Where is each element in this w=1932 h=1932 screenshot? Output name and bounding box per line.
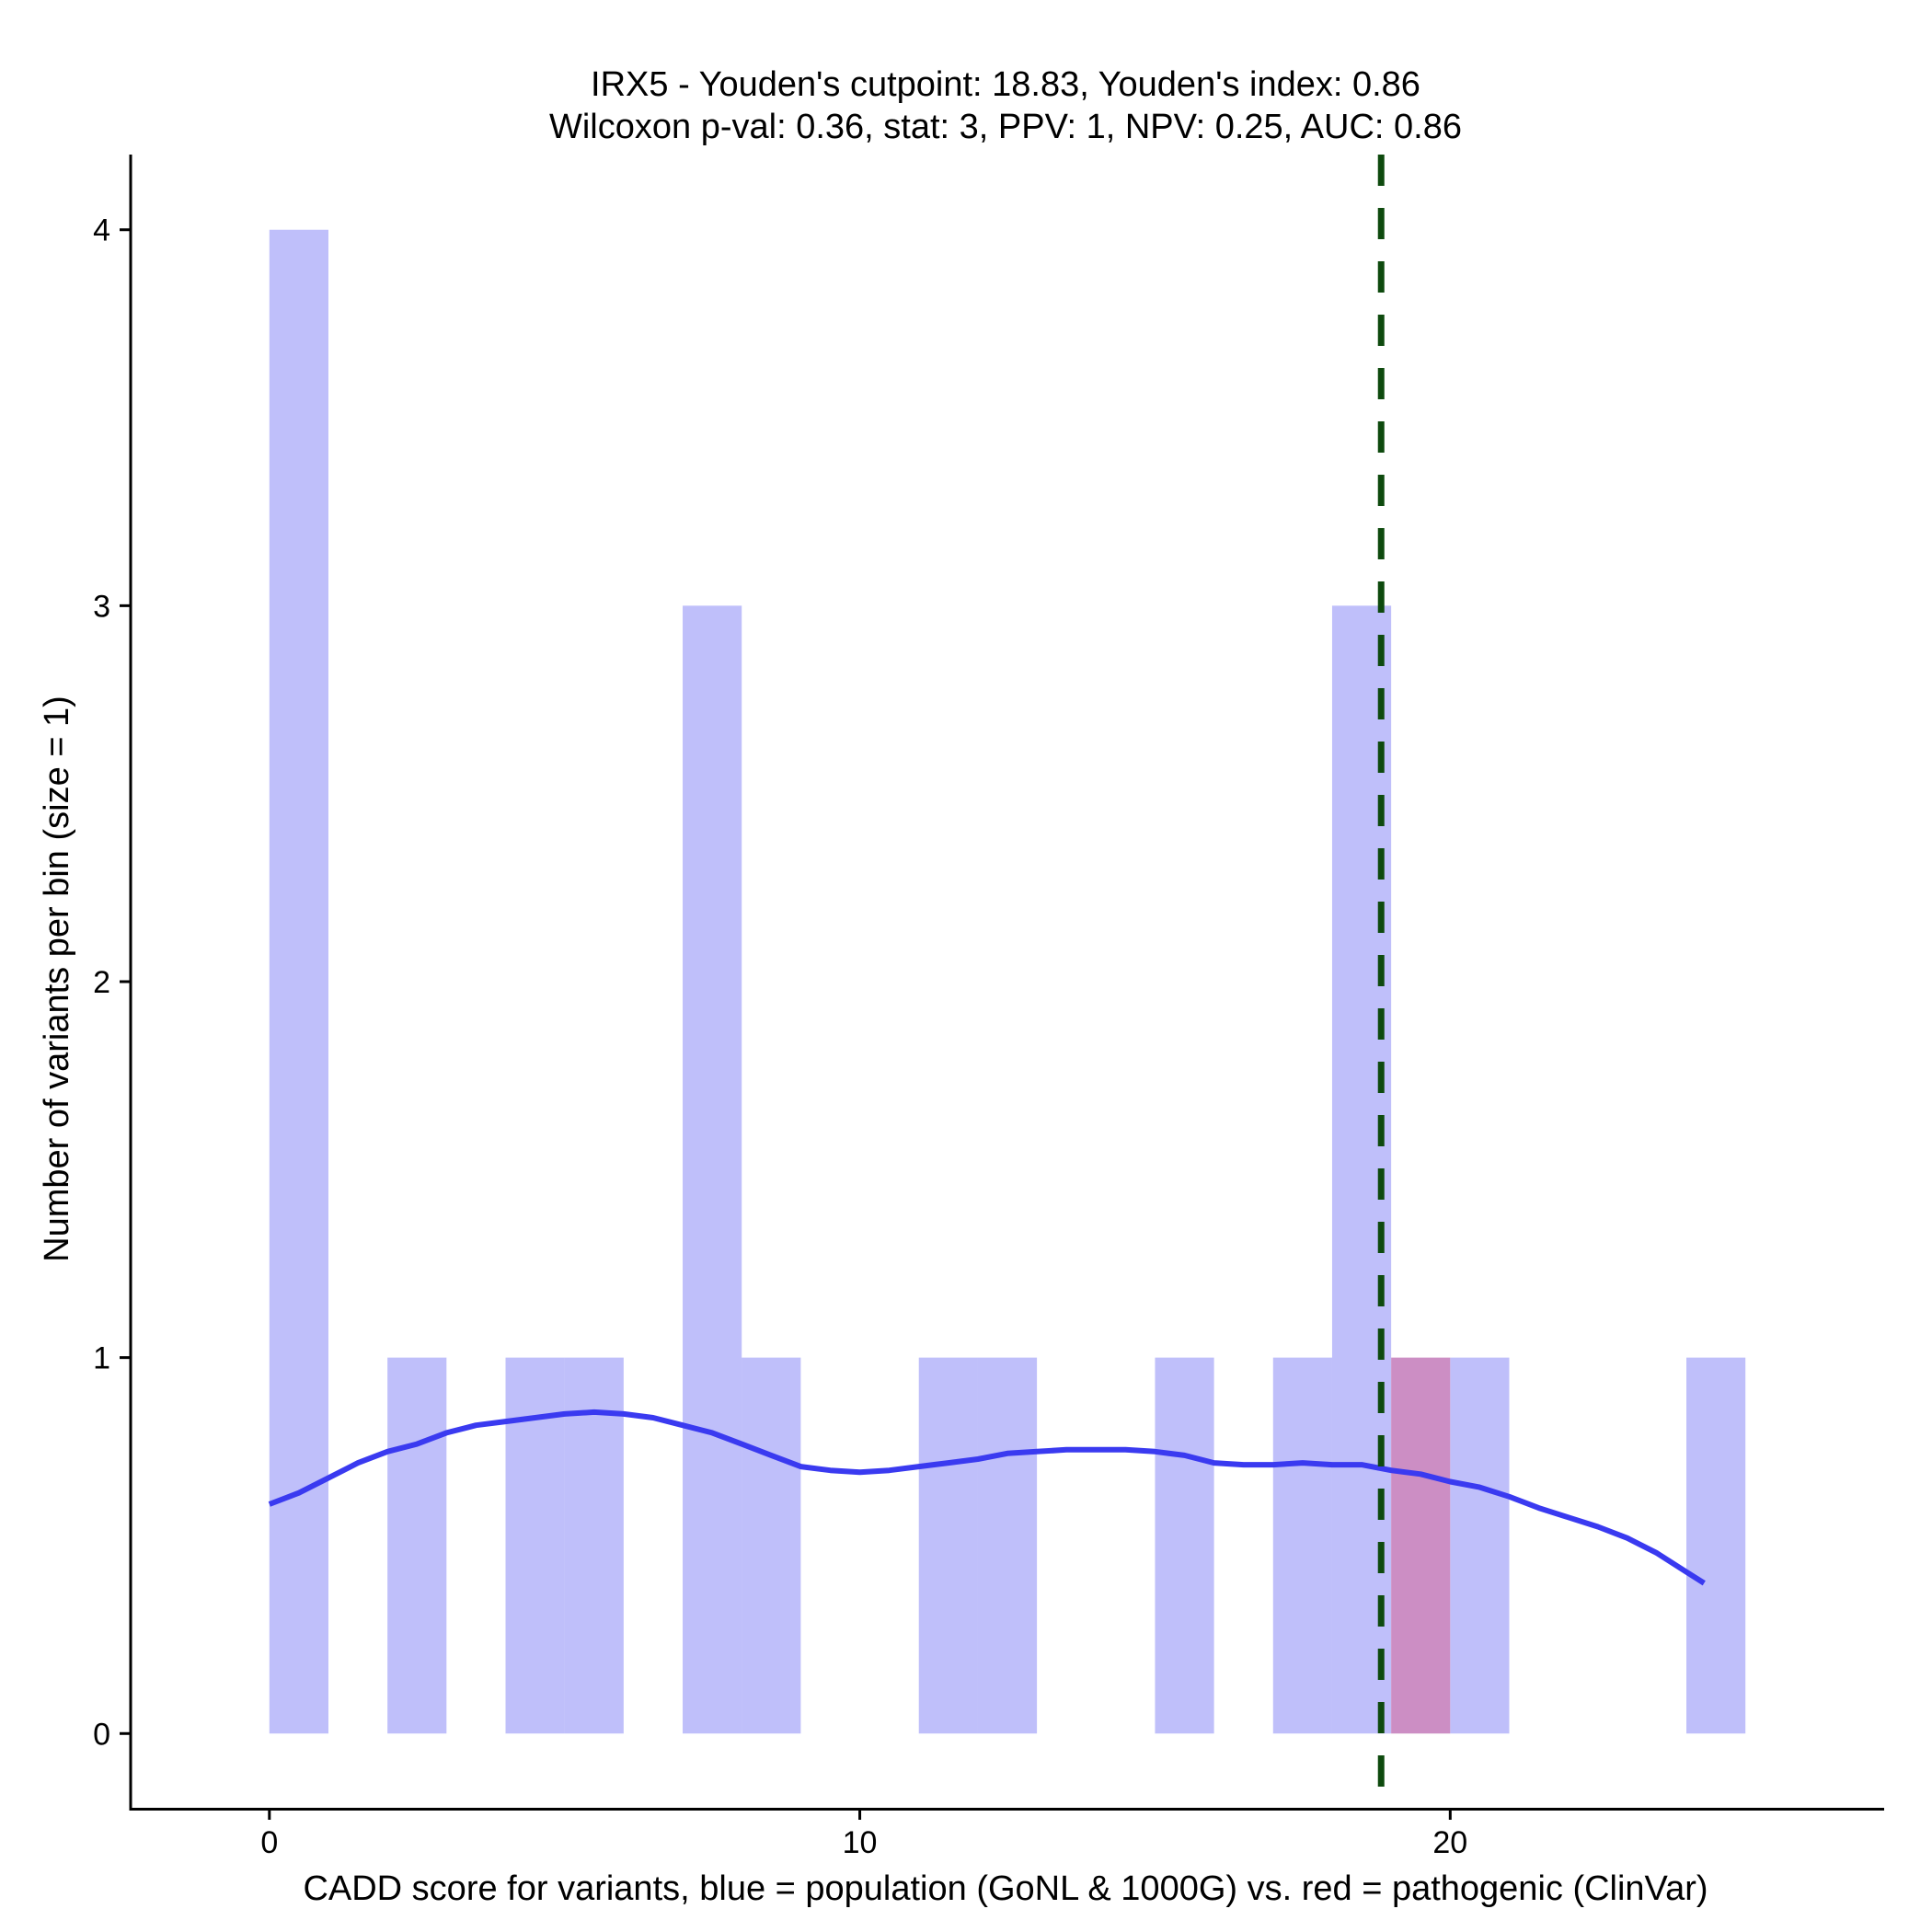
y-tick-label: 4 — [93, 213, 110, 248]
x-axis-title: CADD score for variants, blue = populati… — [303, 1869, 1708, 1908]
x-ticks: 0 10 20 — [260, 1809, 1467, 1860]
population-bar-5 — [742, 1357, 801, 1734]
population-bar-8 — [1155, 1357, 1214, 1734]
y-tick-label: 1 — [93, 1341, 110, 1376]
population-bar-12 — [1686, 1357, 1746, 1734]
chart-title-line-2: Wilcoxon p-val: 0.36, stat: 3, PPV: 1, N… — [549, 108, 1462, 146]
y-tick-label: 3 — [93, 589, 110, 624]
x-tick-label: 0 — [260, 1825, 278, 1860]
population-bar-1 — [387, 1357, 447, 1734]
y-ticks: 0 1 2 3 4 — [93, 213, 131, 1752]
population-bar-0 — [269, 229, 328, 1734]
x-tick-label: 10 — [843, 1825, 878, 1860]
y-tick-label: 2 — [93, 965, 110, 1000]
population-bar-3 — [564, 1357, 624, 1734]
population-bar-9 — [1272, 1357, 1332, 1734]
population-bar-11 — [1450, 1357, 1510, 1734]
population-bars — [269, 229, 1746, 1734]
x-tick-label: 20 — [1432, 1825, 1467, 1860]
chart-title-line-1: IRX5 - Youden's cutpoint: 18.83, Youden'… — [591, 65, 1420, 104]
pathogenic-bars — [1391, 1357, 1451, 1734]
density-curve — [268, 1409, 1706, 1586]
population-bar-7 — [977, 1357, 1038, 1734]
population-bar-4 — [683, 605, 742, 1734]
population-bar-6 — [918, 1357, 978, 1734]
y-tick-label: 0 — [93, 1717, 110, 1752]
pathogenic-bar-0 — [1391, 1357, 1451, 1734]
y-axis-title: Number of variants per bin (size = 1) — [38, 696, 76, 1262]
